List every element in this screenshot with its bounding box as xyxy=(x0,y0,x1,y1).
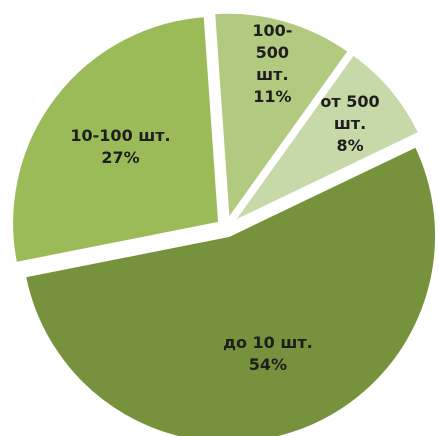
slice-value-label: 11% xyxy=(253,87,292,107)
slice-label: от 500 шт. 8% xyxy=(315,91,385,157)
pie-slice xyxy=(10,14,222,266)
pie-slice xyxy=(230,51,422,225)
pie-slice xyxy=(212,10,352,225)
slice-category-label: 100-500 шт. xyxy=(252,21,293,85)
slice-label: до 10 шт. 54% xyxy=(203,332,333,376)
slice-label: 100-500 шт. 11% xyxy=(237,20,307,108)
slice-value-label: 27% xyxy=(101,148,140,168)
slice-value-label: 8% xyxy=(336,135,364,155)
slice-category-label: от 500 шт. xyxy=(320,91,380,133)
slice-label: 10-100 шт. 27% xyxy=(56,125,186,169)
pie-slice xyxy=(22,143,439,436)
slice-value-label: 54% xyxy=(248,355,288,374)
slice-category-label: до 10 шт. xyxy=(223,333,313,352)
slice-category-label: 10-100 шт. xyxy=(70,126,171,146)
